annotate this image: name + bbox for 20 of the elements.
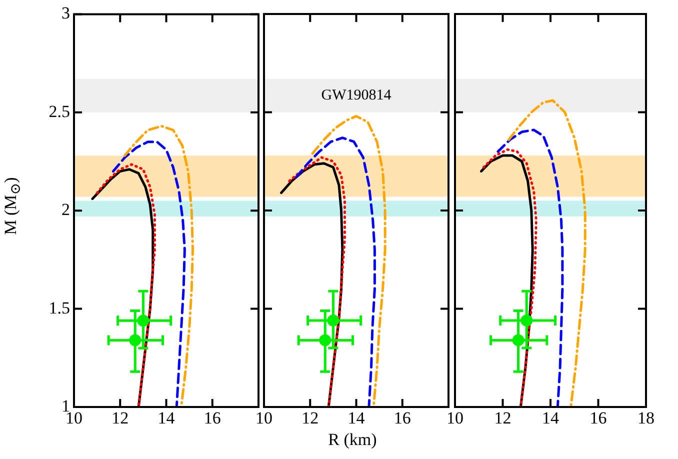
x-tick-label: 10 [446, 408, 464, 428]
x-axis-title: R (km) [327, 430, 378, 450]
x-tick-label: 14 [158, 408, 176, 428]
x-tick-label: 16 [394, 408, 411, 428]
line-series [112, 140, 186, 407]
x-tick-label: 14 [542, 408, 560, 428]
y-tick-label: 2.5 [48, 102, 70, 121]
x-tick-label: 14 [348, 408, 366, 428]
y-tick-label: 2 [62, 200, 70, 220]
x-tick-label: 12 [494, 408, 512, 428]
band-label: GW190814 [321, 87, 392, 104]
x-tick-label: 12 [112, 408, 129, 428]
x-tick-label: 12 [302, 408, 319, 428]
x-tick-label: 16 [204, 408, 221, 428]
y-tick-label: 3 [62, 4, 70, 23]
x-tick-label: 10 [256, 408, 272, 428]
x-tick-label: 16 [590, 408, 607, 428]
x-tick-label: 18 [638, 408, 654, 428]
y-tick-label: 1.5 [48, 298, 70, 318]
line-series [123, 124, 194, 407]
